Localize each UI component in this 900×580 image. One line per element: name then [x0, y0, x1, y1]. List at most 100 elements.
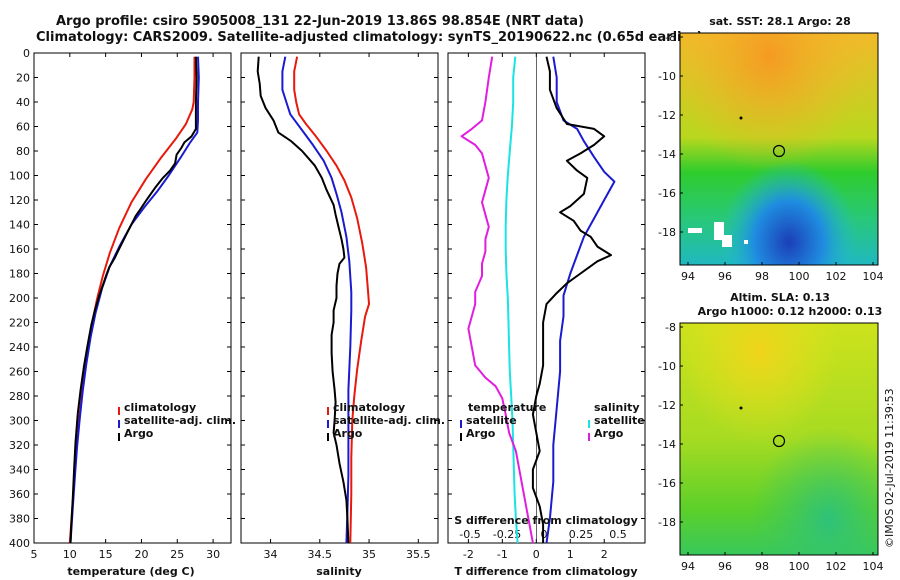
map-x-tick-label: 104	[863, 270, 884, 283]
map-y-tick-label: -8	[665, 321, 676, 334]
y-tick-label: 200	[9, 292, 30, 305]
top-tick-label: -0.5	[459, 528, 480, 541]
y-tick-label: 20	[16, 72, 30, 85]
map-x-tick-label: 100	[789, 560, 810, 573]
sla-map-title: Altim. SLA: 0.13	[730, 291, 830, 304]
sst-missing-data	[744, 240, 748, 244]
argo-track-marker	[739, 116, 743, 120]
y-tick-label: 320	[9, 439, 30, 452]
top-tick-label: 0.25	[569, 528, 594, 541]
y-tick-label: 160	[9, 243, 30, 256]
x-tick-label: 30	[206, 548, 220, 561]
map-y-tick-label: -14	[658, 438, 676, 451]
legend-label-t-satellite: satellite	[466, 414, 517, 427]
legend-label-s-satellite: satellite	[594, 414, 645, 427]
series-climatology	[293, 56, 370, 544]
y-tick-label: 0	[23, 47, 30, 60]
top-tick-label: 0.5	[609, 528, 627, 541]
sla-map-frame	[679, 322, 879, 556]
series-satellite-adj-clim-	[69, 56, 200, 544]
map-y-tick-label: -16	[658, 187, 676, 200]
series-argo	[256, 56, 350, 544]
difference-legend-salinity: salinity satellite Argo	[588, 401, 645, 441]
x-tick-label: 10	[63, 548, 77, 561]
sst-map-ticks: 94 96 98 100 102 104 -8 -10 -12 -14 -16 -18	[658, 31, 883, 283]
map-x-tick-label: 96	[718, 560, 732, 573]
map-y-tick-label: -18	[658, 516, 676, 529]
difference-panel-frame	[447, 52, 646, 544]
map-y-tick-label: -12	[658, 109, 676, 122]
map-x-tick-label: 104	[863, 560, 884, 573]
x-tick-label: 34.5	[308, 548, 333, 561]
salinity-x-axis-label: salinity	[316, 565, 362, 578]
series-climatology	[68, 56, 196, 544]
map-y-tick-label: -14	[658, 148, 676, 161]
series-s-satellite	[504, 56, 519, 544]
map-y-tick-label: -12	[658, 399, 676, 412]
x-tick-label: 34	[264, 548, 278, 561]
legend-label-t-argo: Argo	[466, 427, 496, 440]
map-x-tick-label: 98	[755, 560, 769, 573]
sst-map-title: sat. SST: 28.1 Argo: 28	[709, 15, 851, 28]
temperature-x-axis-label: temperature (deg C)	[67, 565, 194, 578]
y-tick-label: 140	[9, 219, 30, 232]
y-tick-label: 120	[9, 194, 30, 207]
series-satellite-adj-clim-	[281, 56, 353, 544]
temperature-panel-frame	[33, 52, 232, 544]
map-x-tick-label: 94	[681, 560, 695, 573]
x-tick-label: 5	[31, 548, 38, 561]
legend-title-temperature: temperature	[468, 401, 546, 414]
sla-map-low-region	[680, 323, 878, 555]
map-y-tick-label: -18	[658, 226, 676, 239]
x-tick-label: 20	[134, 548, 148, 561]
x-tick-label: 2	[601, 548, 608, 561]
map-x-tick-label: 94	[681, 270, 695, 283]
x-tick-label: 15	[99, 548, 113, 561]
y-tick-label: 60	[16, 121, 30, 134]
series-t-argo	[531, 56, 612, 543]
x-tick-label: 35.5	[406, 548, 431, 561]
legend-label-argo: Argo	[333, 427, 363, 440]
sst-map: 94 96 98 100 102 104 -8 -10 -12 -14 -16 -18	[658, 31, 883, 283]
top-tick-label: -0.25	[493, 528, 521, 541]
y-tick-label: 360	[9, 488, 30, 501]
x-tick-label: -1	[497, 548, 508, 561]
legend-label-climatology: climatology	[333, 401, 405, 414]
salinity-panel-frame	[240, 52, 439, 544]
legend-title-salinity: salinity	[594, 401, 640, 414]
map-x-tick-label: 100	[789, 270, 810, 283]
sla-map-ticks: 94 96 98 100 102 104 -8 -10 -12 -14 -16 -18	[658, 321, 883, 573]
difference-x-axis-label: T difference from climatology	[454, 565, 637, 578]
y-tick-label: 380	[9, 513, 30, 526]
salinity-legend: climatology satellite-adj. clim. Argo	[327, 401, 445, 441]
map-x-tick-label: 102	[826, 270, 847, 283]
y-tick-label: 340	[9, 464, 30, 477]
series-t-satellite	[545, 56, 616, 544]
y-tick-label: 280	[9, 390, 30, 403]
y-tick-label: 180	[9, 268, 30, 281]
x-tick-label: 1	[567, 548, 574, 561]
title-line-1: Argo profile: csiro 5905008_131 22-Jun-2…	[56, 14, 584, 29]
sst-missing-data	[722, 235, 732, 247]
y-tick-label: 100	[9, 170, 30, 183]
map-x-tick-label: 96	[718, 270, 732, 283]
sst-missing-data	[714, 222, 724, 240]
map-y-tick-label: -10	[658, 360, 676, 373]
y-tick-label: 300	[9, 415, 30, 428]
title-line-2: Climatology: CARS2009. Satellite-adjuste…	[36, 30, 703, 45]
credit-text: ©IMOS 02-Jul-2019 11:39:53	[883, 388, 896, 548]
temperature-legend: climatology satellite-adj. clim. Argo	[118, 401, 236, 441]
difference-top-axis-label: S difference from climatology	[454, 514, 638, 527]
argo-position-marker	[772, 434, 786, 448]
y-tick-label: 260	[9, 366, 30, 379]
map-x-tick-label: 102	[826, 560, 847, 573]
legend-label-argo: Argo	[124, 427, 154, 440]
map-x-tick-label: 98	[755, 270, 769, 283]
x-tick-label: 35	[362, 548, 376, 561]
series-s-argo	[460, 56, 534, 544]
map-y-tick-label: -8	[665, 31, 676, 44]
sla-map-subtitle: Argo h1000: 0.12 h2000: 0.13	[698, 305, 883, 318]
x-tick-label: 25	[170, 548, 184, 561]
sst-missing-data	[688, 228, 702, 233]
